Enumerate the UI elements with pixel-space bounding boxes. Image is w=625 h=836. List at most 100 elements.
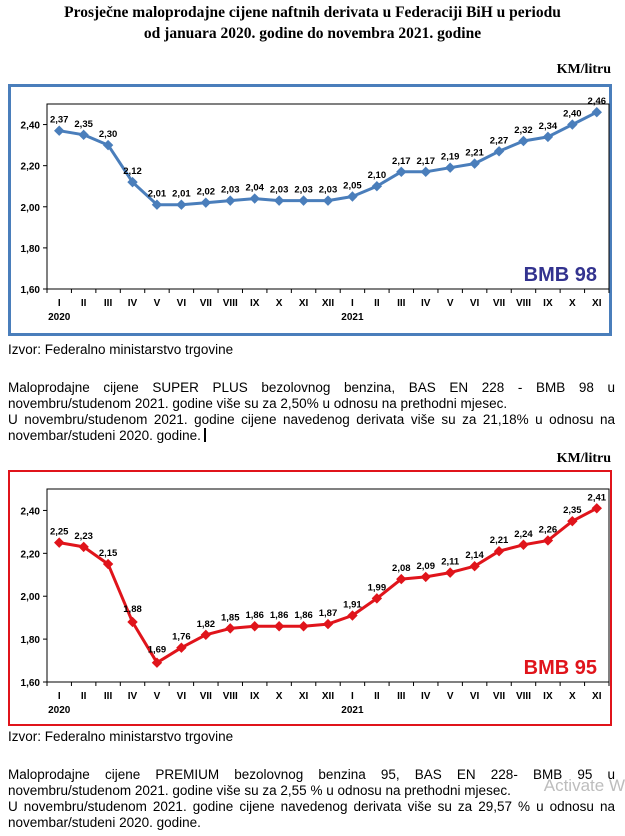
data-point [542,131,554,143]
data-label: 2,35 [563,505,582,516]
x-tick-label: IV [421,298,431,309]
x-tick-label: IX [543,298,553,309]
y-tick-label: 2,20 [21,549,41,560]
page-title: Prosječne maloprodajne cijene naftnih de… [0,2,625,44]
data-point [469,158,480,169]
x-tick-label: VI [177,298,187,309]
x-tick-label: X [569,691,576,702]
data-label: 2,40 [563,109,582,120]
data-point [347,191,358,202]
data-point [298,195,309,206]
x-tick-label: IX [543,691,553,702]
data-point [102,139,114,151]
paragraph-bmb95-line-2: U novembru/studenom 2021. godine cijene … [8,799,615,830]
data-label: 2,17 [416,156,435,167]
x-tick-label: III [104,298,113,309]
year-label: 2020 [48,312,71,323]
data-label: 1,86 [270,610,289,621]
series-label-bmb95: BMB 95 [524,657,597,679]
data-label: 1,76 [172,632,191,643]
x-tick-label: XI [299,298,309,309]
chart-bmb95: 1,601,802,002,202,40I II III IV V VI VII VIII IX… [21,488,610,716]
plot-area [46,103,610,290]
data-point [322,618,334,630]
data-label: 2,03 [319,185,338,196]
y-tick-label: 2,40 [21,121,41,132]
data-label: 2,25 [50,527,69,538]
data-point [493,545,505,557]
x-tick-label: I [58,691,61,702]
data-label: 2,09 [416,561,435,572]
data-point [54,125,65,136]
data-point [225,623,236,634]
x-tick-label: I [58,298,61,309]
data-point [102,558,114,570]
chart-bmb98-frame [8,84,612,336]
x-tick-label: XI [592,691,602,702]
data-label: 2,12 [123,166,142,177]
data-label: 2,37 [50,115,69,126]
data-point [420,166,431,178]
data-label: 2,02 [197,187,216,198]
data-label: 1,85 [221,612,240,623]
title-line-2: od januara 2020. godine do novembra 2021… [143,25,482,42]
data-label: 1,69 [148,645,167,656]
data-point [273,621,285,632]
x-tick-label: VII [200,298,212,309]
y-tick-label: 2,00 [21,203,41,214]
y-tick-label: 2,20 [21,162,41,173]
x-tick-label: V [154,298,161,309]
data-point [444,162,456,173]
year-label: 2021 [341,312,364,323]
paragraph-bmb98-line-1: Maloprodajne cijene SUPER PLUS bezolovno… [8,380,615,411]
data-point [176,199,187,210]
chart-bmb95-frame [8,470,612,726]
data-point [249,193,260,204]
data-label: 1,82 [197,619,216,630]
x-tick-label: VIII [516,298,531,309]
data-point [54,537,65,548]
source-note-2: Izvor: Federalno ministarstvo trgovine [8,729,234,744]
x-tick-label: IV [128,298,138,309]
data-label: 2,01 [172,189,191,200]
data-label: 2,10 [368,170,387,181]
x-tick-label: I [351,691,354,702]
x-tick-label: VI [177,691,187,702]
data-point [78,541,89,553]
y-tick-label: 2,40 [21,506,41,517]
series-label-bmb98: BMB 98 [524,264,597,286]
year-label: 2021 [341,705,364,716]
x-tick-label: VII [493,691,505,702]
x-tick-label: VIII [223,691,238,702]
x-tick-label: XII [322,298,334,309]
activate-windows-watermark: Activate W [543,776,625,795]
data-label: 2,15 [99,548,118,559]
chart2-unit-label: KM/litru [556,451,611,466]
data-label: 1,99 [368,582,387,593]
x-tick-label: X [276,691,283,702]
data-point [518,539,529,550]
chart1-unit-label: KM/litru [556,62,611,77]
x-tick-label: II [81,298,87,309]
x-tick-label: IX [250,691,260,702]
data-point [273,195,285,206]
data-point [493,146,505,157]
data-point [591,503,602,514]
data-point [127,616,138,628]
data-label: 2,04 [245,183,264,194]
plot-area [46,488,610,683]
data-point [542,535,554,546]
x-tick-label: VII [493,298,505,309]
data-point [151,199,163,210]
x-tick-label: II [374,298,380,309]
x-tick-label: VIII [223,298,238,309]
data-label: 2,23 [74,531,93,542]
x-tick-label: X [569,298,576,309]
data-point [567,119,578,130]
x-tick-label: III [104,691,113,702]
y-tick-label: 1,60 [21,285,41,296]
year-label: 2020 [48,705,71,716]
data-point [298,621,309,632]
data-label: 2,03 [270,185,289,196]
x-tick-label: VIII [516,691,531,702]
